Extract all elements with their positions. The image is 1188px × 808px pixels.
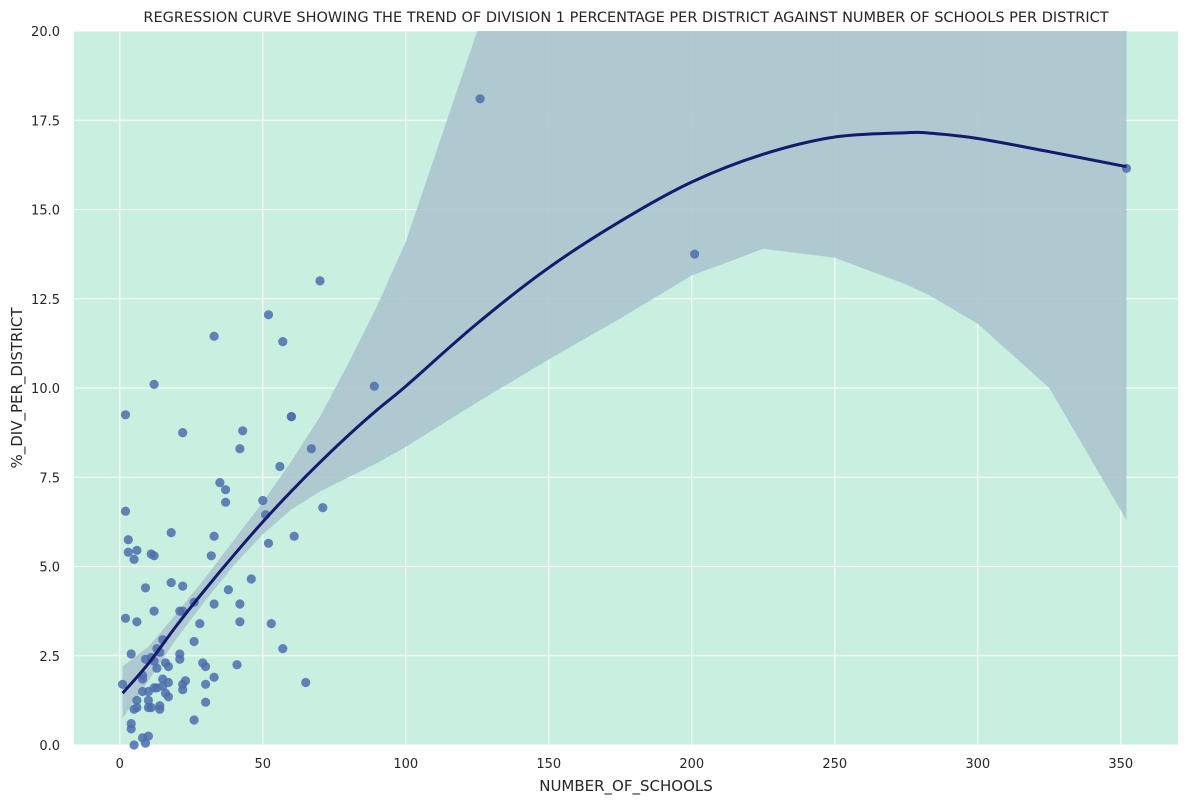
x-tick-label: 50	[254, 757, 271, 772]
data-point	[189, 636, 199, 647]
data-point	[149, 606, 159, 616]
data-point	[263, 310, 274, 320]
data-point	[129, 554, 139, 565]
data-point	[163, 677, 173, 688]
confidence-band	[122, 31, 1127, 719]
data-point	[301, 677, 311, 688]
data-point	[120, 506, 131, 516]
data-point	[258, 495, 268, 506]
data-point	[146, 702, 156, 713]
y-tick-label: 12.5	[31, 293, 60, 308]
data-point	[123, 547, 133, 557]
y-tick-label: 15.0	[31, 204, 60, 219]
data-point	[232, 660, 242, 670]
data-point	[189, 715, 199, 725]
data-point	[163, 692, 173, 702]
data-point	[235, 444, 245, 454]
data-point	[266, 619, 276, 629]
data-point	[126, 724, 136, 734]
data-point	[223, 585, 233, 595]
y-tick-label: 10.0	[31, 382, 60, 397]
y-tick-label: 20.0	[31, 25, 60, 40]
data-point	[238, 426, 248, 436]
data-point	[132, 702, 142, 713]
x-tick-label: 200	[679, 757, 704, 772]
data-point	[246, 574, 256, 584]
data-point	[178, 685, 188, 695]
data-point	[209, 531, 219, 541]
data-point	[209, 672, 219, 682]
data-point	[275, 461, 285, 472]
data-point	[120, 410, 131, 420]
data-point	[129, 740, 139, 750]
data-point	[318, 503, 328, 513]
y-tick-label: 0.0	[39, 739, 60, 754]
data-point	[201, 679, 211, 689]
data-points	[118, 94, 1132, 750]
data-point	[209, 331, 219, 341]
data-point	[140, 583, 151, 593]
data-point	[166, 578, 176, 588]
data-point	[209, 599, 219, 609]
data-point	[201, 661, 211, 672]
y-tick-label: 2.5	[39, 650, 60, 665]
x-tick-label: 100	[393, 757, 418, 772]
y-axis-ticks: 0.0 2.5 5.0 7.5 10.0 12.5 15.0 17.5 20.0	[31, 25, 60, 754]
data-point	[155, 704, 165, 714]
data-point	[132, 695, 142, 706]
y-tick-label: 5.0	[39, 561, 60, 576]
data-point	[140, 738, 151, 748]
x-tick-label: 350	[1108, 757, 1133, 772]
data-point	[690, 249, 700, 259]
x-tick-label: 300	[965, 757, 990, 772]
data-point	[118, 679, 128, 689]
data-point	[235, 599, 245, 609]
data-point	[475, 94, 485, 104]
y-tick-label: 7.5	[39, 471, 60, 486]
data-point	[178, 581, 188, 591]
data-point	[143, 695, 153, 706]
x-tick-label: 250	[822, 757, 847, 772]
data-point	[195, 619, 205, 629]
data-point	[132, 545, 142, 556]
data-point	[180, 676, 191, 686]
data-point	[126, 649, 136, 659]
data-point	[278, 644, 288, 654]
data-point	[152, 663, 162, 673]
data-point	[235, 617, 245, 627]
data-point	[286, 412, 296, 422]
data-point	[175, 654, 185, 664]
data-point	[215, 478, 225, 488]
regression-line	[121, 130, 1127, 695]
data-point	[178, 428, 188, 438]
data-point	[138, 674, 148, 684]
data-point	[149, 379, 159, 389]
data-point	[166, 528, 176, 538]
data-point	[306, 444, 316, 454]
x-axis-label: NUMBER_OF_SCHOOLS	[539, 777, 713, 796]
data-point	[206, 551, 216, 561]
data-point	[143, 731, 153, 741]
data-point	[278, 337, 288, 347]
x-tick-label: 0	[116, 757, 124, 772]
y-tick-label: 17.5	[31, 114, 60, 129]
data-point	[149, 551, 159, 561]
data-point	[201, 697, 211, 707]
data-point	[221, 497, 231, 507]
data-point	[263, 538, 274, 548]
data-point	[132, 617, 142, 627]
data-point	[163, 661, 173, 672]
data-point	[369, 381, 379, 391]
x-axis-ticks: 0 50 100 150 200 250 300 350	[116, 757, 1134, 772]
y-axis-label: %_DIV_PER_DISTRICT	[8, 307, 27, 469]
data-point	[221, 485, 231, 495]
data-point	[289, 531, 299, 541]
data-point	[123, 535, 133, 545]
data-point	[120, 613, 131, 623]
x-tick-label: 150	[536, 757, 561, 772]
chart-title: REGRESSION CURVE SHOWING THE TREND OF DI…	[143, 10, 1108, 26]
data-point	[315, 276, 325, 286]
